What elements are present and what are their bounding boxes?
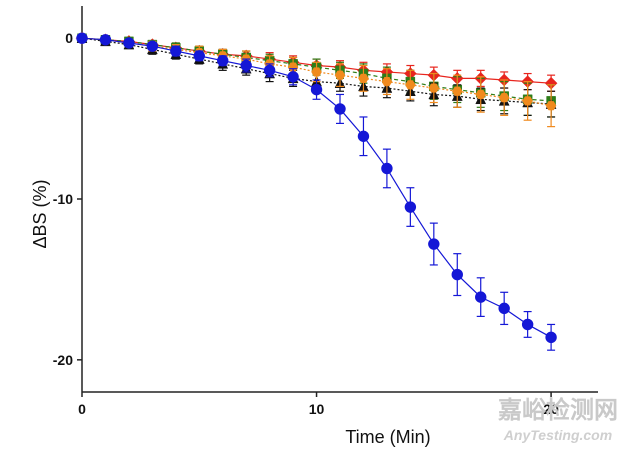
y-tick-label: -20 <box>53 352 73 368</box>
data-point <box>146 40 159 52</box>
data-point <box>217 54 229 67</box>
x-tick-label: 10 <box>309 401 325 417</box>
series-line <box>81 37 552 102</box>
ticks: 0 10 20 0 -10 -20 <box>53 30 559 417</box>
data-point <box>451 268 463 281</box>
watermark-chinese: 嘉峪检测网 <box>498 396 618 424</box>
data-point <box>522 96 533 106</box>
data-point <box>545 101 557 111</box>
data-point <box>428 83 440 93</box>
data-point <box>521 318 534 331</box>
data-point <box>170 45 182 57</box>
data-point <box>334 103 346 115</box>
data-point <box>545 331 557 344</box>
data-point <box>123 37 135 49</box>
y-tick-label: 0 <box>65 30 73 46</box>
data-point <box>475 89 487 100</box>
data-point <box>404 201 417 213</box>
data-point <box>310 83 323 96</box>
y-axis-label: ΔBS (%) <box>30 179 50 248</box>
x-axis-label: Time (Min) <box>345 427 430 447</box>
y-tick-label: -10 <box>53 191 73 207</box>
data-point <box>193 50 205 62</box>
data-point <box>287 71 299 83</box>
data-point <box>358 73 369 83</box>
data-point <box>334 70 346 80</box>
data-point <box>99 34 112 46</box>
series-layer <box>75 31 558 351</box>
x-tick-label: 0 <box>78 401 86 417</box>
data-point <box>240 59 252 72</box>
series-blue-circle <box>76 32 557 351</box>
data-point <box>311 67 322 77</box>
data-point <box>428 238 440 250</box>
data-point <box>381 77 393 87</box>
data-point <box>357 130 370 142</box>
data-point <box>498 93 510 103</box>
data-point <box>498 302 510 315</box>
data-point <box>76 32 88 44</box>
data-point <box>263 64 276 77</box>
data-point <box>475 291 487 303</box>
data-point <box>451 86 463 96</box>
watermark-english: AnyTesting.com <box>503 427 612 443</box>
data-point <box>381 162 393 175</box>
data-point <box>405 80 416 90</box>
x-tick-label: 20 <box>543 401 559 417</box>
